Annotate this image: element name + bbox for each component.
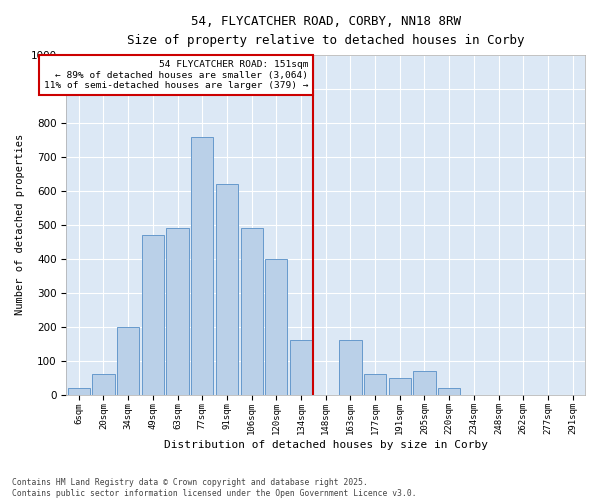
Bar [413, 371, 436, 394]
Bar [339, 340, 362, 394]
Bar [166, 228, 188, 394]
Bar [241, 228, 263, 394]
X-axis label: Distribution of detached houses by size in Corby: Distribution of detached houses by size … [164, 440, 488, 450]
Bar [117, 326, 139, 394]
Text: Contains HM Land Registry data © Crown copyright and database right 2025.
Contai: Contains HM Land Registry data © Crown c… [12, 478, 416, 498]
Bar [92, 374, 115, 394]
Bar [142, 235, 164, 394]
Bar [191, 136, 214, 394]
Bar [389, 378, 411, 394]
Bar [290, 340, 312, 394]
Bar [438, 388, 460, 394]
Bar [68, 388, 90, 394]
Title: 54, FLYCATCHER ROAD, CORBY, NN18 8RW
Size of property relative to detached house: 54, FLYCATCHER ROAD, CORBY, NN18 8RW Siz… [127, 15, 524, 47]
Bar [364, 374, 386, 394]
Bar [216, 184, 238, 394]
Bar [265, 259, 287, 394]
Y-axis label: Number of detached properties: Number of detached properties [15, 134, 25, 316]
Text: 54 FLYCATCHER ROAD: 151sqm
← 89% of detached houses are smaller (3,064)
11% of s: 54 FLYCATCHER ROAD: 151sqm ← 89% of deta… [44, 60, 308, 90]
